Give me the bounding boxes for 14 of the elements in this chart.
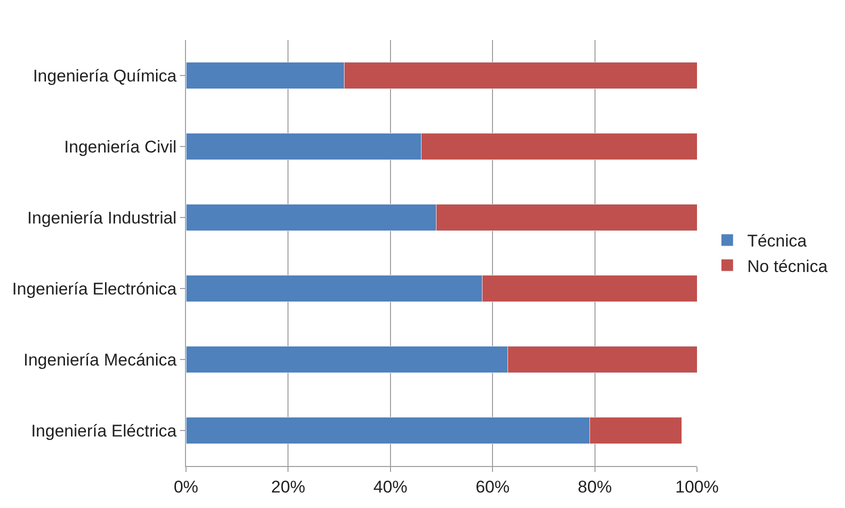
x-tick-label: 40%	[373, 477, 408, 496]
y-tick-label: Ingeniería Industrial	[27, 208, 177, 228]
legend-label: Técnica	[747, 232, 808, 251]
x-tick-label: 20%	[271, 477, 306, 496]
legend-label: No técnica	[747, 256, 828, 276]
x-tick-label: 60%	[476, 477, 510, 496]
y-tick-label: Ingeniería Química	[32, 66, 178, 86]
x-tick-label: 100%	[675, 477, 719, 496]
y-tick-label: Ingeniería Civil	[64, 137, 177, 156]
x-tick-label: 0%	[174, 477, 198, 496]
x-tick-label: 80%	[578, 477, 612, 496]
y-tick-label: Ingeniería Eléctrica	[31, 421, 178, 440]
y-tick-label: Ingeniería Mecánica	[24, 350, 178, 370]
y-tick-label: Ingeniería Electrónica	[12, 279, 178, 298]
